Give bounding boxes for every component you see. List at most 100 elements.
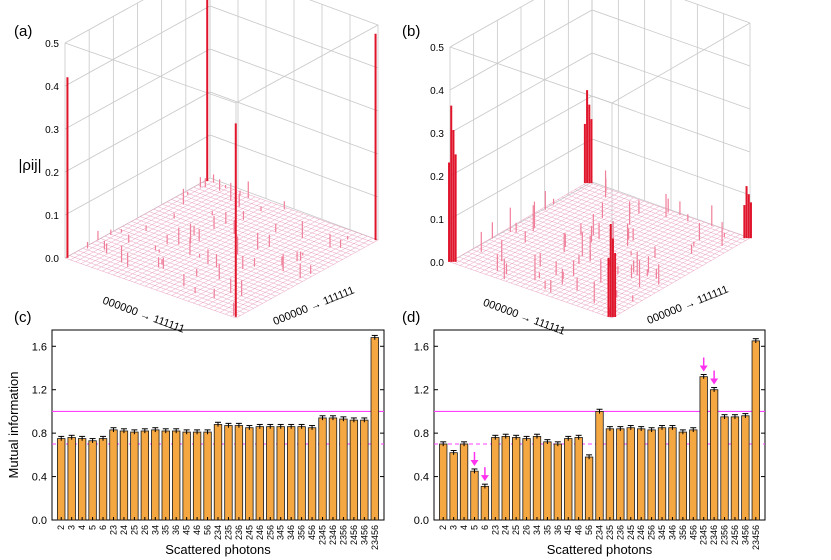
x-tick-label: 45 (563, 525, 573, 535)
bar (182, 431, 191, 521)
z-tick-label: 0.5 (430, 43, 444, 54)
floor-line (535, 211, 675, 292)
floor-grid (64, 179, 379, 319)
x-tick-label: 23456 (370, 525, 380, 550)
z-gridline (64, 5, 379, 87)
bar (349, 419, 359, 521)
bar (657, 427, 667, 521)
y-tick-label: 0.4 (32, 472, 47, 484)
floor-line (193, 187, 365, 248)
bar (318, 417, 327, 521)
floor-line (166, 215, 309, 294)
y-axis-title: Mutual information (6, 372, 21, 479)
floor-line (601, 234, 741, 315)
floor-line (219, 234, 363, 313)
x-tick-label: 2345 (318, 525, 328, 545)
z-gridline (64, 48, 379, 130)
x-tick-label: 3456 (740, 525, 750, 545)
floor-line (570, 191, 733, 249)
floor-line (175, 196, 348, 258)
bar (140, 430, 150, 521)
x-tick-label: 2345 (699, 525, 709, 545)
bar (161, 430, 170, 521)
x-tick-label: 2 (56, 525, 66, 530)
floor-line (527, 216, 690, 274)
floor-line (153, 209, 325, 270)
bars: 2 3 4 5 6 23 24 25 26 34 35 36 45 46 56 234 235 236 245 246… (438, 338, 761, 550)
floor-line (586, 229, 725, 310)
bar (616, 428, 625, 521)
bar (689, 429, 698, 521)
z-tick-label: 0.3 (430, 129, 444, 140)
x-tick-label: 23456 (751, 525, 761, 550)
z-gridline (64, 91, 379, 173)
x-tick-label: 235 (605, 525, 615, 540)
bar (553, 443, 562, 521)
x-tick-label: 3 (67, 525, 77, 530)
noise-bars (480, 170, 725, 316)
box-top-edge (449, 22, 751, 104)
x-tick-label: 346 (667, 525, 677, 540)
bar (678, 431, 688, 521)
bar (276, 426, 285, 521)
bars: 2 3 4 5 6 23 24 25 26 34 35 36 45 46 56 234 235 236 245 246… (56, 334, 380, 550)
x-tick-label: 2 (438, 525, 448, 530)
bar (203, 431, 212, 521)
z-tick-label: 0.3 (45, 125, 59, 136)
x-axis-title: Scattered photons (547, 542, 653, 557)
bar (439, 443, 448, 521)
floor-line (611, 237, 751, 319)
z-gridline (449, 0, 751, 48)
floor-line (606, 236, 746, 317)
z-tick-label: 0.1 (430, 215, 444, 226)
bar (234, 425, 244, 521)
z-gridline (64, 134, 379, 216)
y-tick-label: 1.6 (414, 341, 429, 353)
floor-line (166, 201, 339, 263)
bar (751, 340, 760, 521)
floor-line (184, 191, 356, 253)
bar (574, 437, 583, 521)
x-tick-label: 256 (647, 525, 657, 540)
bar (720, 416, 729, 521)
z-tick-label: 0.4 (45, 82, 59, 93)
floor-line (202, 182, 374, 243)
x-tick-label: 26 (522, 525, 532, 535)
floor-line (581, 227, 720, 308)
bar (501, 435, 510, 521)
x-tick-label: 46 (574, 525, 584, 535)
x-tick-label: 234 (595, 525, 605, 540)
floor-line (556, 218, 695, 299)
arrow-head (470, 459, 479, 466)
floor-line (182, 221, 325, 300)
x-tick-label: 6 (98, 525, 108, 530)
x-tick-label: 236 (615, 525, 625, 540)
x-tick-label: 356 (297, 525, 307, 540)
y-tick-label: 1.2 (32, 385, 47, 397)
bar (647, 429, 656, 521)
y-axis: 0.0 0.4 0.8 1.2 1.6 (32, 341, 384, 527)
floor-line (161, 213, 304, 292)
floor-line (155, 211, 298, 291)
bar (595, 411, 604, 521)
z-tick-label: 0.0 (45, 254, 59, 265)
bar (730, 416, 740, 521)
bar (522, 438, 531, 521)
panel-label-d: (d) (402, 309, 420, 326)
floor-line (561, 220, 700, 301)
x-tick-label: 56 (584, 525, 594, 535)
bar (224, 425, 233, 521)
floor-line (536, 211, 699, 269)
x-tick-label: 356 (678, 525, 688, 540)
z-axis-label: |ρij| (19, 157, 42, 174)
x-axis-title: Scattered photons (165, 542, 271, 557)
bar (668, 427, 677, 521)
floor-line (171, 199, 343, 260)
z-gridline (64, 177, 379, 259)
bar (370, 337, 379, 521)
x-tick-label: 5 (469, 525, 479, 530)
floor-line (587, 181, 751, 239)
x-tick-label: 2456 (730, 525, 740, 545)
bar (57, 438, 66, 521)
